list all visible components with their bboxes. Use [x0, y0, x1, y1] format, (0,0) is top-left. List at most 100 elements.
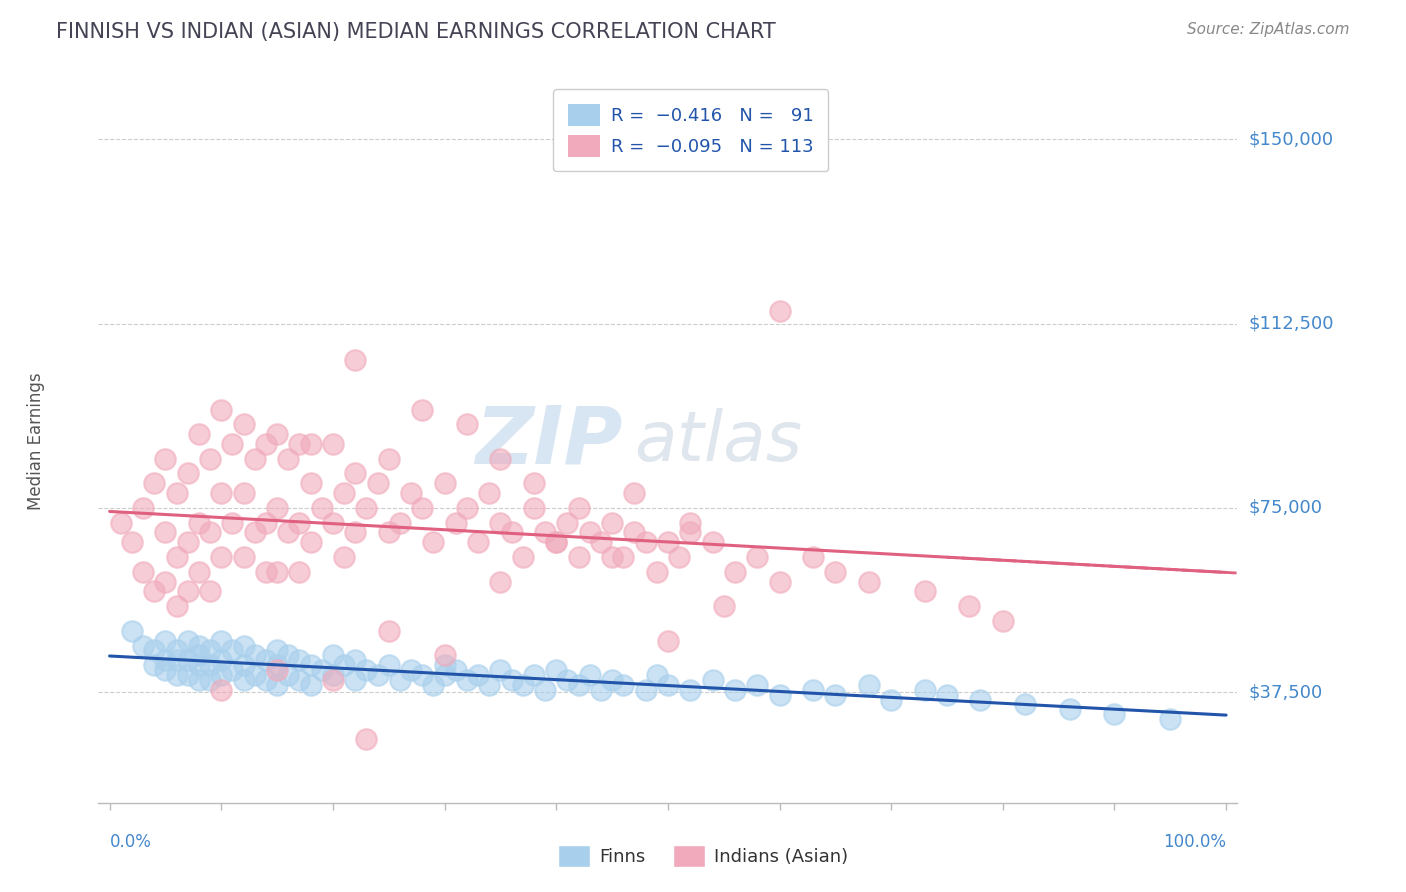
Point: [356, 500, 378, 515]
Point: [177, 633, 200, 648]
Point: [243, 668, 266, 682]
Point: [166, 549, 188, 564]
Point: [243, 648, 266, 663]
Point: [557, 516, 579, 530]
Point: [713, 599, 735, 614]
Point: [824, 565, 846, 579]
Point: [155, 451, 177, 466]
Point: [311, 663, 333, 677]
Point: [132, 639, 155, 653]
Point: [444, 516, 467, 530]
Point: [166, 599, 188, 614]
Point: [657, 535, 679, 549]
Point: [288, 437, 311, 451]
Point: [177, 584, 200, 599]
Point: [433, 658, 456, 673]
Point: [534, 682, 557, 697]
Text: ZIP: ZIP: [475, 402, 623, 481]
Point: [288, 565, 311, 579]
Point: [299, 476, 322, 491]
Point: [177, 467, 200, 481]
Point: [724, 565, 747, 579]
Point: [991, 614, 1014, 628]
Point: [266, 565, 288, 579]
Point: [277, 668, 299, 682]
Point: [177, 653, 200, 667]
Point: [254, 653, 277, 667]
Point: [187, 565, 209, 579]
Point: [121, 535, 143, 549]
Point: [166, 668, 188, 682]
Point: [198, 658, 221, 673]
Point: [187, 639, 209, 653]
Point: [367, 476, 389, 491]
Text: Source: ZipAtlas.com: Source: ZipAtlas.com: [1187, 22, 1350, 37]
Point: [221, 437, 243, 451]
Point: [155, 653, 177, 667]
Point: [132, 500, 155, 515]
Point: [747, 678, 769, 692]
Point: [243, 451, 266, 466]
Point: [702, 673, 724, 687]
Point: [209, 633, 232, 648]
Point: [1014, 698, 1036, 712]
Point: [1059, 702, 1081, 716]
Point: [668, 549, 690, 564]
Point: [534, 525, 557, 540]
Point: [322, 437, 344, 451]
Point: [356, 731, 378, 746]
Point: [143, 584, 166, 599]
Point: [187, 673, 209, 687]
Point: [344, 467, 367, 481]
Point: [969, 692, 991, 706]
Point: [155, 663, 177, 677]
Point: [489, 663, 512, 677]
Point: [567, 678, 589, 692]
Point: [155, 574, 177, 589]
Point: [1159, 712, 1181, 726]
Point: [702, 535, 724, 549]
Point: [187, 516, 209, 530]
Point: [277, 525, 299, 540]
Point: [467, 535, 489, 549]
Point: [623, 525, 645, 540]
Point: [209, 653, 232, 667]
Point: [478, 486, 501, 500]
Text: $150,000: $150,000: [1249, 130, 1333, 148]
Point: [801, 549, 824, 564]
Point: [880, 692, 903, 706]
Text: $37,500: $37,500: [1249, 683, 1323, 701]
Point: [768, 574, 790, 589]
Point: [110, 516, 132, 530]
Point: [209, 668, 232, 682]
Point: [344, 673, 367, 687]
Point: [209, 402, 232, 417]
Point: [232, 658, 254, 673]
Point: [266, 500, 288, 515]
Point: [456, 417, 478, 432]
Point: [433, 648, 456, 663]
Point: [377, 451, 399, 466]
Point: [523, 500, 546, 515]
Point: [433, 476, 456, 491]
Point: [388, 516, 411, 530]
Point: [243, 525, 266, 540]
Point: [166, 653, 188, 667]
Point: [209, 486, 232, 500]
Point: [512, 549, 534, 564]
Point: [747, 549, 769, 564]
Point: [232, 639, 254, 653]
Point: [914, 584, 936, 599]
Point: [589, 535, 612, 549]
Point: [578, 525, 600, 540]
Point: [155, 633, 177, 648]
Point: [768, 688, 790, 702]
Point: [512, 678, 534, 692]
Point: [367, 668, 389, 682]
Point: [344, 353, 367, 368]
Point: [221, 643, 243, 657]
Point: [299, 678, 322, 692]
Point: [489, 451, 512, 466]
Text: $75,000: $75,000: [1249, 499, 1323, 516]
Point: [600, 516, 623, 530]
